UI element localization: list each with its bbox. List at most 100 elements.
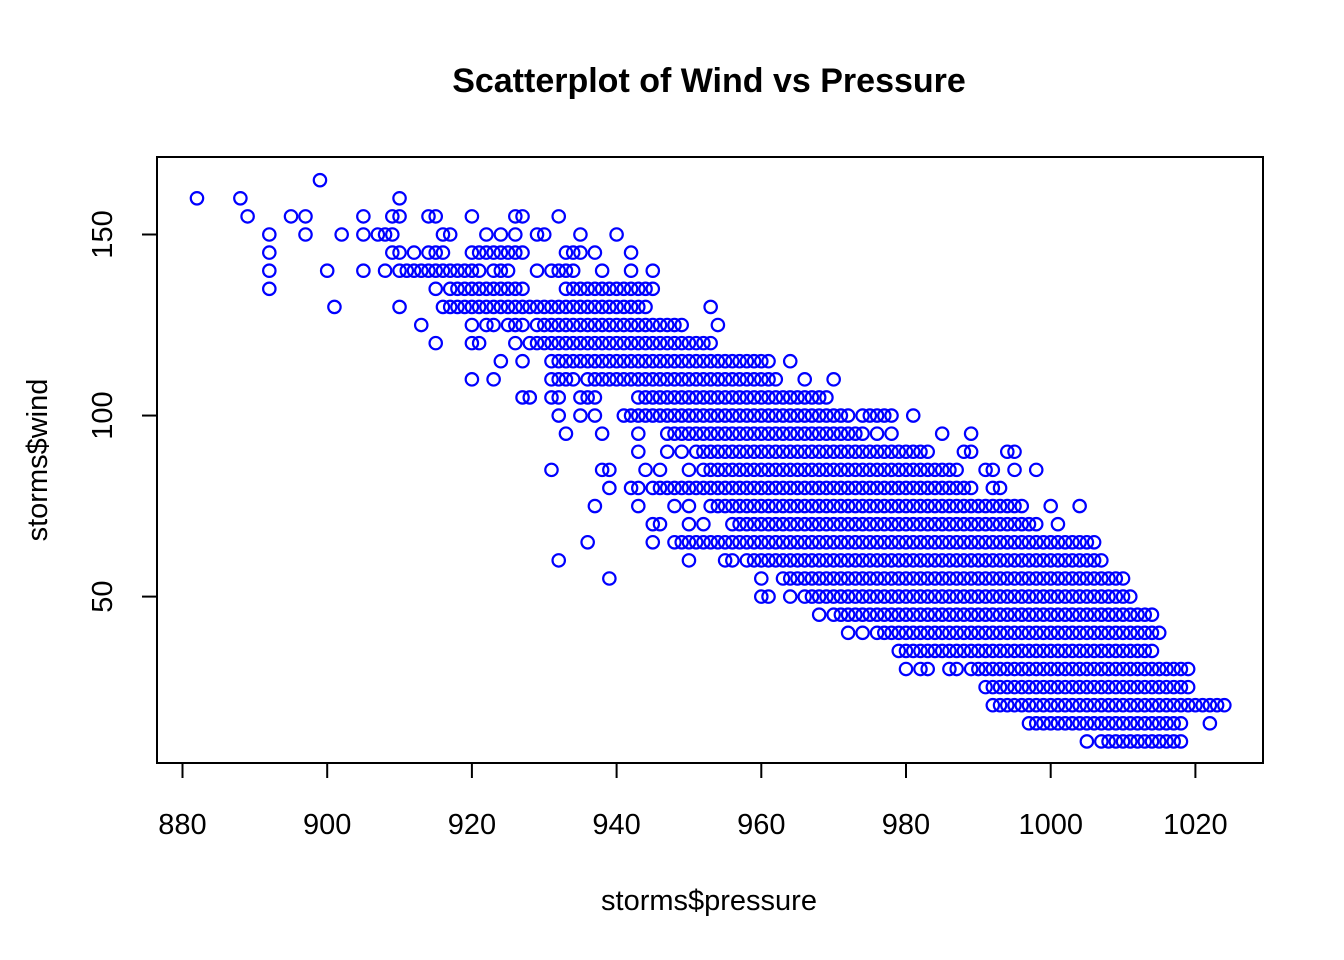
data-point — [594, 299, 610, 315]
data-point — [1108, 589, 1124, 604]
data-point — [667, 426, 682, 441]
data-point — [421, 263, 436, 279]
data-point — [1014, 553, 1030, 568]
data-point — [717, 390, 733, 405]
data-point — [855, 534, 870, 550]
data-point — [1028, 697, 1044, 713]
data-point — [710, 317, 726, 333]
data-point — [479, 281, 494, 297]
data-point — [739, 444, 755, 460]
data-point — [233, 190, 248, 206]
data-point — [674, 335, 690, 351]
data-point — [804, 498, 820, 514]
data-point — [985, 679, 1001, 695]
data-point — [1028, 716, 1044, 731]
data-point — [927, 643, 943, 659]
data-point — [696, 390, 711, 405]
data-point — [949, 498, 964, 514]
data-point — [674, 426, 690, 441]
data-point — [442, 299, 458, 315]
data-point — [797, 589, 813, 604]
data-point — [884, 480, 899, 496]
data-point — [891, 625, 907, 641]
data-point — [602, 353, 617, 369]
data-point — [1007, 643, 1022, 659]
data-point — [725, 444, 740, 460]
data-point — [493, 353, 509, 369]
data-point — [905, 480, 921, 496]
data-point — [551, 553, 567, 568]
data-point — [898, 534, 914, 550]
data-point — [1130, 643, 1145, 659]
data-point — [978, 534, 993, 550]
data-point — [913, 643, 928, 659]
data-point — [536, 335, 552, 351]
data-point — [674, 372, 690, 387]
data-point — [652, 353, 668, 369]
data-point — [804, 534, 820, 550]
data-point — [1021, 661, 1037, 677]
data-point — [855, 589, 870, 604]
data-point — [811, 516, 827, 532]
data-point — [732, 498, 747, 514]
data-point — [790, 553, 805, 568]
data-point — [927, 553, 943, 568]
data-point — [782, 571, 798, 586]
data-point — [471, 245, 487, 260]
data-point — [1021, 679, 1037, 695]
data-point — [1166, 661, 1181, 677]
data-point — [999, 534, 1015, 550]
data-point — [1021, 643, 1037, 659]
data-point — [616, 317, 632, 333]
data-point — [413, 263, 429, 279]
data-point — [826, 607, 841, 623]
data-point — [840, 516, 856, 532]
data-point — [1036, 534, 1051, 550]
data-point — [753, 408, 769, 423]
data-point — [1144, 734, 1160, 749]
data-point — [1036, 553, 1051, 568]
data-point — [725, 480, 740, 496]
data-point — [544, 462, 559, 478]
data-point — [782, 498, 798, 514]
data-point — [493, 299, 509, 315]
data-point — [1028, 534, 1044, 550]
data-point — [753, 553, 769, 568]
data-point — [1130, 734, 1145, 749]
data-point — [797, 426, 813, 441]
data-point — [927, 625, 943, 641]
data-point — [790, 516, 805, 532]
data-point — [775, 480, 791, 496]
data-point — [377, 227, 393, 242]
chart-title: Scatterplot of Wind vs Pressure — [452, 62, 966, 100]
data-point — [457, 263, 472, 279]
data-point — [862, 462, 878, 478]
data-point — [413, 317, 429, 333]
data-point — [869, 480, 885, 496]
data-point — [927, 534, 943, 550]
data-point — [920, 516, 936, 532]
data-point — [891, 498, 907, 514]
data-point — [1050, 607, 1066, 623]
data-point — [710, 353, 726, 369]
data-point — [688, 390, 704, 405]
data-point — [717, 480, 733, 496]
data-point — [942, 462, 957, 478]
data-point — [565, 317, 581, 333]
data-point — [623, 353, 639, 369]
data-point — [985, 625, 1001, 641]
data-point — [775, 498, 791, 514]
data-point — [587, 299, 603, 315]
data-point — [623, 408, 639, 423]
data-point — [1108, 643, 1124, 659]
data-point — [732, 390, 747, 405]
data-point — [1065, 643, 1080, 659]
x-tick-label: 960 — [737, 809, 785, 841]
data-point — [717, 372, 733, 387]
data-point — [587, 408, 603, 423]
data-point — [645, 480, 661, 496]
data-point — [688, 372, 704, 387]
data-point — [985, 534, 1001, 550]
data-point — [645, 372, 661, 387]
data-point — [638, 281, 653, 297]
